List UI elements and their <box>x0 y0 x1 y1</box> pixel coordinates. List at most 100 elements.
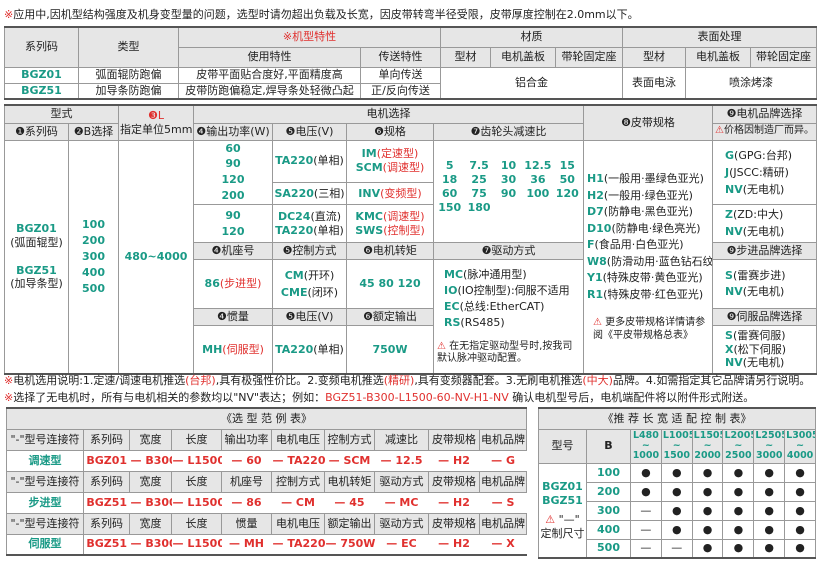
h-transfer: 传送特性 <box>360 46 441 68</box>
warning-icon: ⚠ <box>545 513 559 527</box>
h-b: ❷B选择 <box>68 122 119 141</box>
list-item: F(食品用·白色亚光) <box>587 237 709 254</box>
note-segment: (中大) <box>582 374 613 387</box>
recommend-row: BGZ01 BGZ51 ⚠ "—" 定制尺寸 100 ● ● ● ● ● ● <box>538 462 816 559</box>
list-value: 90 <box>225 157 241 171</box>
recommend-title: 《推 荐 长 宽 适 配 控 制 表》 <box>538 407 816 430</box>
belt-list: H1(一般用·墨绿色亚光) H2(一般用·绿色亚光) D7(防静电·黑色亚光) D10… <box>583 139 713 375</box>
connector: — <box>334 495 350 509</box>
connector: — <box>231 495 247 509</box>
list-item: NV(无电机) <box>725 181 815 198</box>
value: L1500 <box>187 537 222 551</box>
range-end: 2500 <box>725 449 752 461</box>
desc: (IO控制型):伺服不适用 <box>457 284 570 298</box>
table-row: BGZ01 弧面辊防跑偏 皮带平面贴合度好,平面精度高 单向传送 铝合金 表面电泳 喷涂烤漆 <box>4 66 818 100</box>
value: EC <box>401 537 417 551</box>
recommend-row: 500— — ● ● ● ● <box>538 538 816 559</box>
fit-mark: ● <box>722 481 755 502</box>
range-sep: ~ <box>765 440 774 452</box>
ratio-value: 25 <box>471 172 487 186</box>
connector: — <box>438 453 453 467</box>
fit-mark: ● <box>784 462 816 483</box>
range-header: L480 ~1000 <box>630 428 662 464</box>
h-rated: ❻额定输出 <box>346 308 434 327</box>
material-value: 铝合金 <box>439 66 624 100</box>
value: G <box>505 453 515 467</box>
drive-list: MC(脉冲通用型) IO(IO控制型):伺服不适用 EC(总线:EtherCAT) R… <box>433 259 584 375</box>
b-value: 300 <box>586 500 631 521</box>
warning-icon: ⚠ <box>593 317 606 329</box>
recommend-table: 《推 荐 长 宽 适 配 控 制 表》 型号 B L480 ~1000 L1005 ~150… <box>538 407 816 559</box>
ratio-value: 100 <box>526 186 550 200</box>
value: TA220 <box>287 453 325 467</box>
value: BGZ51 <box>86 495 128 509</box>
column-header: 皮带规格 <box>428 428 480 451</box>
example-value: — H2 <box>428 533 480 556</box>
example-value: — L1500 <box>171 533 222 556</box>
ratio-grid: 5 7.5 10 12.5 15 18 25 30 36 50 60 75 90 100 120 150 180 <box>435 159 582 215</box>
example-value: — TA220 <box>271 449 325 472</box>
list-item: MC(脉冲通用型) <box>444 267 580 283</box>
column-header: 驱动方式 <box>374 470 429 493</box>
voltage-ta220: TA220(单相) <box>272 139 347 183</box>
warning-icon: ⚠ <box>715 125 724 137</box>
h-drive: ❼驱动方式 <box>433 242 584 261</box>
list-value: 120 <box>221 224 245 238</box>
fit-mark: — <box>660 538 693 559</box>
column-header: 电机品牌 <box>478 512 528 535</box>
example-value: BGZ51 <box>83 533 130 556</box>
desc: (松下伺服) <box>733 342 787 356</box>
list-item: W8(防滑动用·蓝色钻石纹) <box>587 254 712 271</box>
fit-mark: ● <box>630 481 662 502</box>
ratio-value: 10 <box>500 158 517 172</box>
desc: (RS485) <box>460 315 505 329</box>
ratio-value: 15 <box>559 158 575 172</box>
example-value: BGZ51 <box>83 491 130 514</box>
h-pulley: 带轮固定座 <box>554 46 624 68</box>
column-header: 驱动方式 <box>374 512 429 535</box>
value: BGZ51 <box>86 537 128 551</box>
code: MC <box>444 268 464 282</box>
fit-mark: ● <box>722 519 755 540</box>
h-power: ❹输出功率(W) <box>193 122 273 141</box>
fit-mark: ● <box>753 500 786 521</box>
list-value: 300 <box>82 249 105 263</box>
code: D10 <box>587 221 612 235</box>
example-title: 《选 型 范 例 表》 <box>5 407 528 430</box>
example-value: — S <box>479 491 527 514</box>
desc: (雷赛步进) <box>732 268 786 282</box>
belt-note-text: 更多皮带规格详情请参阅《平皮带规格总表》 <box>593 317 706 341</box>
range-start: L1005 <box>662 430 693 442</box>
code: W8 <box>587 254 607 268</box>
desc: (一般用·墨绿色亚光) <box>603 172 704 186</box>
brand-stepper: S(雷赛步进) NV(无电机) <box>712 259 817 310</box>
brand-dc: Z(ZD:中大) NV(无电机) <box>712 204 817 244</box>
list-item: S(雷赛伺服) <box>725 329 815 343</box>
range-start: L2505 <box>755 430 785 442</box>
torque-values: 45 80 120 <box>346 259 434 310</box>
connector: — <box>130 495 146 509</box>
column-header: 机座号 <box>221 470 272 493</box>
list-item: NV(无电机) <box>725 356 815 370</box>
code: NV <box>725 285 743 299</box>
rated-value: 750W <box>346 325 434 375</box>
value: CM <box>295 495 315 509</box>
example-value: — L1500 <box>171 491 222 514</box>
value: 750W <box>340 537 375 551</box>
h-length: ❸L 指定单位5mm <box>118 104 194 141</box>
connector: — <box>229 537 244 551</box>
range-header: L3005 ~4000 <box>784 428 816 464</box>
list-value: 500 <box>82 281 105 295</box>
power-dc: 90 120 <box>193 204 273 244</box>
desc: (无电机) <box>742 285 785 299</box>
ratio-value <box>523 201 552 215</box>
spec-table: 系列码 类型 ※机型特性 材质 表面处理 使用特性 传送特性 型材 电机盖板 带轮固定座 型材 电机… <box>4 26 818 100</box>
list-item: X(松下伺服) <box>725 343 815 357</box>
connector: — <box>491 453 506 467</box>
custom-label: 定制尺寸 <box>540 527 585 540</box>
spec-inv: INV(变频型) <box>346 181 434 206</box>
desc: (特殊皮带·黄色亚光) <box>602 271 703 285</box>
connector: — <box>231 453 247 467</box>
desc: (总线:EtherCAT) <box>459 300 545 313</box>
connector: — <box>281 495 296 509</box>
